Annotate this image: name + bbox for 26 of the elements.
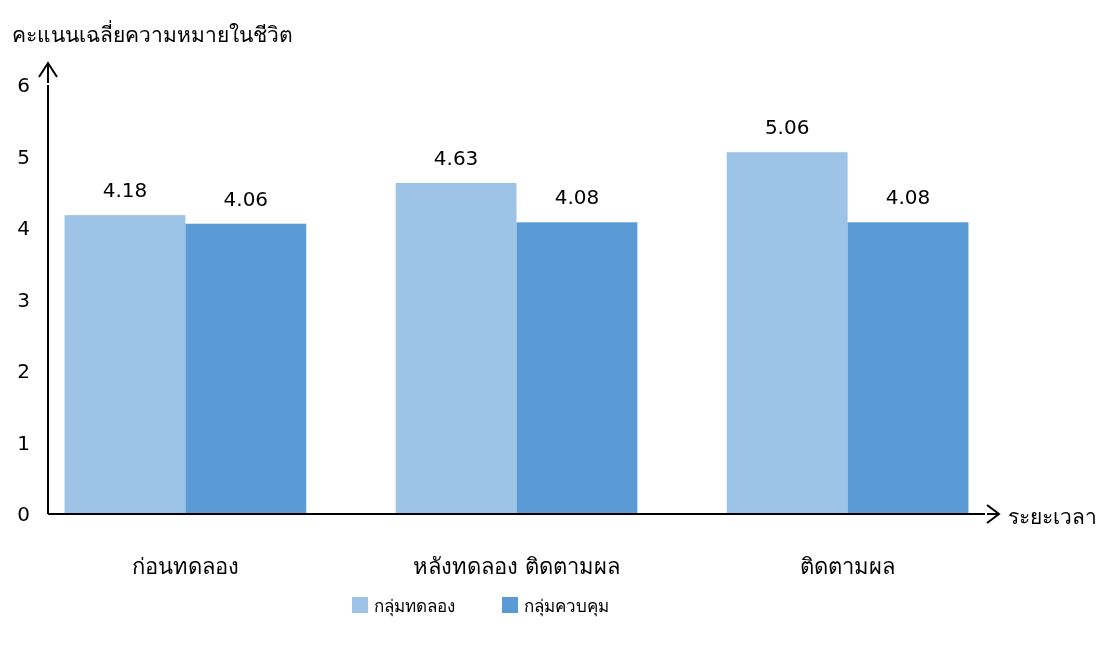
bar [395,182,517,514]
x-tick-label: ก่อนทดลอง [131,554,239,579]
data-label: 4.06 [223,186,269,211]
x-tick-label: หลังทดลอง ติดตามผล [413,554,620,579]
data-label: 4.63 [433,145,479,170]
bar [847,222,969,514]
bar [516,222,638,514]
y-tick-label: 5 [17,144,30,169]
legend-label: กลุ่มทดลอง [374,595,455,617]
bar [726,152,848,514]
y-tick-label: 4 [17,216,30,240]
x-axis-title: ระยะเวลา [1008,505,1097,529]
data-label: 5.06 [764,115,810,140]
bar [185,223,307,514]
bar [64,215,186,514]
y-tick-label: 3 [17,287,30,312]
legend-label: กลุ่มควบคุม [524,595,609,617]
x-tick-label: ติดตามผล [800,554,896,579]
y-tick-label: 0 [17,502,30,526]
y-tick-label: 6 [17,73,30,97]
data-label: 4.08 [885,185,931,210]
data-label: 4.08 [554,185,600,210]
data-label: 4.18 [102,178,148,203]
y-tick-label: 1 [17,430,30,455]
y-tick-label: 2 [17,359,30,383]
y-axis-title: คะแนนเฉลี่ยความหมายในชีวิต [12,20,293,47]
